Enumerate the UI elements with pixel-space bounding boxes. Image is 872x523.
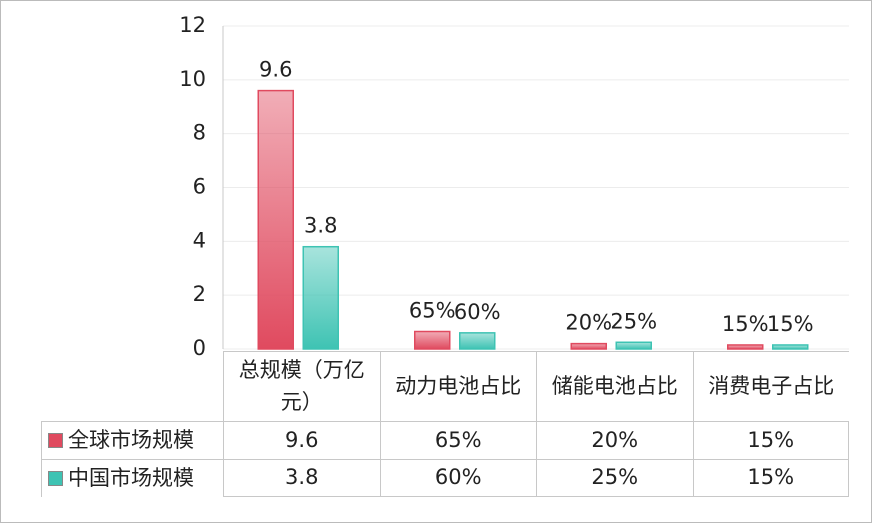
bar (257, 89, 294, 350)
legend-swatch (48, 433, 63, 448)
table-cell: 3.8 (223, 459, 380, 497)
bar (414, 330, 451, 350)
legend-label: 中国市场规模 (68, 465, 194, 490)
y-tick-label: 8 (193, 121, 206, 145)
data-label: 15% (722, 312, 769, 336)
legend-item: 全球市场规模 (41, 421, 223, 459)
y-tick-label: 2 (193, 282, 206, 306)
table-cell: 15% (692, 459, 849, 497)
legend-item: 中国市场规模 (41, 459, 223, 497)
table-cell: 15% (692, 421, 849, 459)
data-label: 25% (610, 309, 657, 333)
y-tick-label: 4 (193, 228, 206, 252)
legend-swatch (48, 471, 63, 486)
table-cell: 20% (536, 421, 693, 459)
y-tick-label: 12 (179, 13, 206, 37)
x-tick-label: 储能电池占比 (536, 351, 693, 421)
table-cell: 9.6 (223, 421, 380, 459)
data-label: 20% (565, 311, 612, 335)
y-tick-label: 0 (193, 336, 206, 360)
data-label: 9.6 (259, 58, 292, 82)
x-tick-label: 消费电子占比 (692, 351, 849, 421)
data-label: 60% (454, 300, 501, 324)
bar (727, 344, 764, 350)
x-tick-label: 动力电池占比 (379, 351, 536, 421)
table-cell: 65% (379, 421, 536, 459)
bar (772, 344, 809, 350)
data-label: 15% (767, 312, 814, 336)
bar (459, 332, 496, 350)
y-tick-label: 10 (179, 67, 206, 91)
bar (615, 341, 652, 350)
data-label: 65% (409, 299, 456, 323)
legend-label: 全球市场规模 (68, 427, 194, 452)
data-label: 3.8 (304, 214, 337, 238)
y-tick-label: 6 (193, 175, 206, 199)
table-cell: 25% (536, 459, 693, 497)
bar (570, 342, 607, 350)
table-cell: 60% (379, 459, 536, 497)
bar (302, 245, 339, 350)
x-tick-label: 总规模（万亿元） (223, 351, 380, 421)
